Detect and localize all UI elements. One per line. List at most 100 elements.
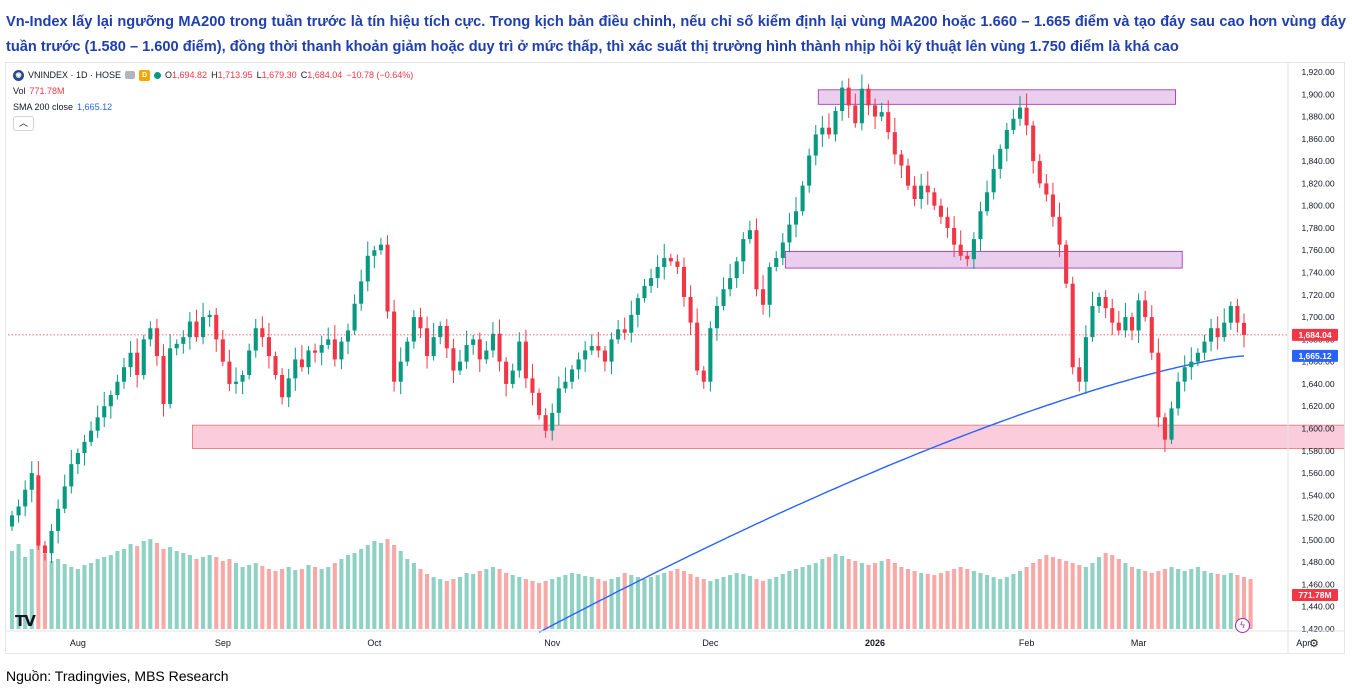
volume-bar [1017,571,1023,629]
y-tick-label: 1,820.00 [1301,178,1334,188]
y-tick-label: 1,540.00 [1301,490,1334,500]
candle-body [253,328,258,351]
legend-symbol[interactable]: VNINDEX · 1D · HOSE [28,70,122,80]
candle-body [1143,300,1148,318]
candle-body [1110,308,1115,323]
chevron-up-icon[interactable]: ︿ [13,116,34,131]
candle-body [622,329,627,333]
candle-body [266,337,271,357]
volume-bar [754,579,759,629]
volume-bar [36,537,41,629]
volume-bar [477,571,482,629]
volume-bar [115,551,120,629]
volume-bar [563,575,568,629]
candle-body [319,344,324,353]
candle-body [168,348,173,404]
legend-sma-row[interactable]: SMA 200 close 1,665.12 [13,99,413,115]
candlestick-chart[interactable]: 1,920.00 1,900.00 1,880.00 1,860.00 1,840.00… [6,63,1345,654]
candle-body [1156,352,1161,418]
candle-body [925,185,930,193]
volume-bar [635,577,640,629]
volume-bar [826,557,831,629]
y-tick-label: 1,880.00 [1301,112,1334,122]
candle-body [345,330,351,342]
legend-high: H1,713.95 [211,70,253,80]
bolt-icon[interactable]: ϟ [1235,618,1250,633]
legend-volume-row[interactable]: Vol 771.78M [13,83,413,99]
volume-bar [1149,573,1154,629]
volume-bar [1235,575,1240,629]
candle-body [985,192,990,212]
y-tick-label: 1,480.00 [1301,557,1334,567]
volume-bar [517,577,522,629]
sma-price-tag: 1,665.12 [1298,351,1331,361]
legend-symbol-row[interactable]: ◉ VNINDEX · 1D · HOSE D O1,694.82 H1,713… [13,67,413,83]
candle-body [1083,337,1088,382]
volume-bar [1064,561,1069,629]
candle-body [523,341,528,379]
y-tick-label: 1,420.00 [1301,624,1334,634]
candle-body [826,127,831,135]
volume-bar [892,563,897,629]
candle-body [181,337,186,344]
volume-bar [530,581,535,629]
volume-bar [1011,574,1016,629]
market-status-icon [154,71,162,79]
gear-icon[interactable]: ⚙ [1309,638,1319,650]
volume-bar [227,559,232,629]
candle-body [537,392,542,416]
volume-bar [701,579,706,629]
volume-bar [952,569,957,629]
legend-change: −10.78 (−0.64%) [346,70,414,80]
interval-badge: D [139,69,151,81]
y-tick-label: 1,840.00 [1301,156,1334,166]
candle-body [1037,161,1042,184]
x-tick-label: Aug [70,638,86,648]
legend-toggle-icon[interactable] [125,71,136,79]
candle-body [260,328,265,338]
volume-bar [721,577,726,629]
volume-bar [23,557,28,629]
candle-body [840,87,845,111]
candle-body [207,314,212,318]
volume-bar [728,575,733,629]
y-tick-label: 1,920.00 [1301,67,1334,77]
volume-bar [965,569,970,629]
volume-bar [813,563,818,629]
x-tick-label: Nov [544,638,561,648]
volume-bar [945,571,950,629]
globe-icon: ◉ [13,69,24,81]
candle-body [1044,183,1049,195]
candle-body [688,297,693,323]
volume-bar [56,559,61,629]
candle-body [846,87,851,106]
candle-body [471,339,476,345]
tradingview-logo[interactable]: TV [15,612,36,630]
y-tick-label: 1,800.00 [1301,201,1334,211]
y-tick-label: 1,560.00 [1301,468,1334,478]
candle-body [1070,283,1075,368]
volume-bar [616,577,621,629]
volume-bar [1090,563,1095,629]
candle-body [912,185,917,199]
volume-bar [1202,571,1207,629]
volume-bar [42,554,47,629]
legend-open: O1,694.82 [165,70,208,80]
x-tick-label: Sep [215,638,231,648]
candle-body [385,244,390,312]
candle-body [668,258,673,262]
candle-body [998,148,1003,169]
candle-body [1129,317,1135,331]
candle-body [1057,216,1062,245]
candle-body [517,341,522,371]
chart-panel[interactable]: 1,920.00 1,900.00 1,880.00 1,860.00 1,840.00… [5,62,1345,654]
candle-body [708,328,713,382]
volume-bar [991,577,996,629]
y-tick-label: 1,520.00 [1301,513,1334,523]
candle-body [233,381,239,384]
candle-body [583,350,588,360]
volume-bar [233,563,239,629]
candle-body [313,350,318,353]
candle-body [286,378,291,398]
candle-body [1169,408,1174,440]
